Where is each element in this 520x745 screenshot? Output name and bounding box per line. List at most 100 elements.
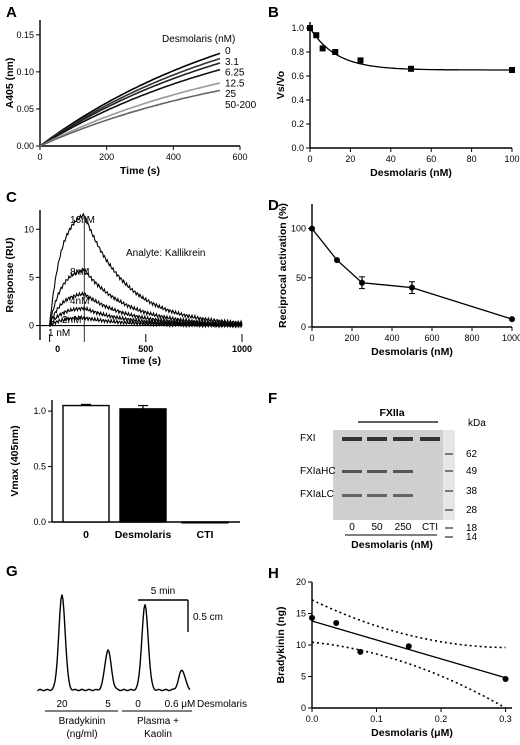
panel-g-group2-unit: Kaolin [144, 729, 172, 740]
panel-d-data-point [334, 257, 340, 264]
panel-g-peak-label: 0.6 μM [165, 699, 196, 710]
panel-f-band-light-chain [342, 494, 362, 497]
panel-h-y-tick-label: 20 [296, 577, 306, 587]
panel-b-x-tick-label: 100 [504, 154, 519, 164]
panel-f-kda-label: kDa [468, 418, 486, 429]
panel-h-data-point [333, 619, 340, 626]
panel-e-category-label: 0 [83, 529, 89, 541]
panel-f-marker-label: 28 [466, 505, 478, 516]
panel-a-chart: 0 200 400 600 0.00 0.05 0.10 0.15 Time (s) A405 (… [4, 20, 257, 177]
panel-c-series-label: 4nM [70, 296, 89, 307]
panel-b-x-tick-label: 80 [467, 154, 477, 164]
panel-e-bar [62, 404, 110, 523]
panel-a-y-tick-label: 0.10 [16, 67, 34, 77]
panel-h-x-axis-label: Desmolaris (μM) [371, 727, 453, 739]
panel-b-x-axis-label: Desmolaris (nM) [370, 167, 452, 179]
panel-f-marker-label: 14 [466, 532, 478, 543]
panel-c-series-label: 8nM [70, 267, 89, 278]
panel-b-y-tick-label: 0.0 [291, 143, 304, 153]
panel-g-group2-label: Plasma + [137, 716, 179, 727]
panel-f-band-label: FXIaHC [300, 466, 336, 477]
panel-a-x-tick-label: 400 [166, 152, 181, 162]
panel-b-data-point [319, 45, 326, 52]
panel-e-bar [119, 408, 167, 523]
panel-label-f: F [268, 390, 277, 407]
panel-b-x-tick-label: 60 [426, 154, 436, 164]
panel-label-c: C [6, 189, 17, 206]
panel-f-lane-label: 250 [395, 522, 412, 533]
panel-e-y-tick-label: 1.0 [33, 406, 46, 416]
panel-e-y-tick-label: 0.0 [33, 517, 46, 527]
panel-b-x-tick-label: 0 [307, 154, 312, 164]
panel-b-chart: 0 20 40 60 80 100 0.0 0.2 0.4 0.6 0.8 1.0 Desmolaris… [275, 22, 520, 179]
panel-a-y-tick-label: 0.05 [16, 104, 34, 114]
panel-g-scalebar-time-label: 5 min [151, 586, 175, 597]
panel-f-lane-label: CTI [422, 522, 438, 533]
panel-f-marker-label: 18 [466, 523, 478, 534]
panel-a-series-line [39, 68, 221, 147]
panel-a-legend-entry: 25 [225, 89, 237, 100]
panel-g-desmolaris-label: Desmolaris [197, 699, 247, 710]
panel-h-y-tick-label: 10 [296, 640, 306, 650]
panel-c-y-axis-label: Response (RU) [4, 237, 16, 312]
panel-h-x-tick-label: 0.2 [435, 714, 448, 724]
panel-c-sensorgram [49, 314, 243, 329]
panel-b-data-point [307, 25, 313, 31]
panel-h-ci-lower [311, 641, 506, 709]
panel-a-y-axis-label: A405 (nm) [4, 58, 16, 109]
panel-a-x-tick-label: 600 [232, 152, 247, 162]
panel-c-x-tick-label: 1000 [232, 344, 252, 354]
panel-c-chart: 0 5 10 0 500 1000 Time (s) Response (RU) Analyte… [4, 210, 252, 367]
panel-b-x-tick-label: 40 [386, 154, 396, 164]
panel-f-band-heavy-chain [342, 470, 362, 473]
panel-f-band-heavy-chain [367, 470, 387, 473]
panel-a-legend-entry: 0 [225, 46, 231, 57]
panel-label-e: E [6, 390, 16, 407]
panel-b-y-tick-label: 0.2 [291, 119, 304, 129]
panel-label-g: G [6, 563, 18, 580]
panel-e-chart: 0.0 0.5 1.0 Vmax (405nm) 0 Desmolaris CTI [9, 400, 240, 541]
panel-f-band-label: FXI [300, 433, 316, 444]
panel-e-y-tick-label: 0.5 [33, 462, 46, 472]
panel-f-band-light-chain [393, 494, 413, 497]
panel-c-y-tick-label: 0 [29, 321, 34, 331]
panel-f-band-fxi [393, 437, 413, 441]
panel-a-series-line [39, 82, 221, 147]
panel-a-y-tick-label: 0.00 [16, 141, 34, 151]
panel-h-data-point [309, 614, 315, 621]
panel-a-x-axis-label: Time (s) [120, 165, 160, 177]
panel-e-category-label: Desmolaris [115, 529, 172, 541]
panel-d-x-tick-label: 1000 [502, 333, 520, 343]
panel-h-ci-upper [311, 599, 506, 649]
panel-h-x-tick-label: 0.0 [306, 714, 319, 724]
panel-b-data-point [313, 32, 320, 39]
panel-h-x-tick-label: 0.3 [499, 714, 512, 724]
panel-d-data-point [409, 284, 415, 291]
panel-f-lane-label: 50 [371, 522, 383, 533]
panel-f-band-fxi [367, 437, 387, 441]
panel-d-data-point [509, 316, 515, 323]
panel-f-marker-label: 49 [466, 466, 478, 477]
panel-g-peak-label: 0 [135, 699, 141, 710]
panel-b-y-tick-label: 0.4 [291, 95, 304, 105]
panel-b-fit-curve [309, 27, 512, 71]
panel-a-legend-entry: 50-200 [225, 100, 257, 111]
panel-d-x-tick-label: 800 [464, 333, 479, 343]
panel-e-y-axis-label: Vmax (405nm) [9, 425, 21, 496]
panel-b-data-point [408, 65, 414, 72]
panel-c-x-tick-label: 500 [138, 344, 153, 354]
panel-a-x-tick-label: 0 [37, 152, 42, 162]
panel-h-data-point [405, 643, 412, 650]
panel-d-x-tick-label: 200 [344, 333, 359, 343]
panel-a-series-line [39, 62, 221, 147]
panel-b-x-tick-label: 20 [345, 154, 355, 164]
panel-d-x-tick-label: 600 [424, 333, 439, 343]
panel-h-chart: 0.0 0.1 0.2 0.3 0 5 10 15 20 Desmolaris (μM) Brady… [275, 577, 512, 739]
panel-a-legend-title: Desmolaris (nM) [162, 34, 235, 45]
panel-e-bar [181, 521, 229, 524]
panel-d-x-tick-label: 0 [309, 333, 314, 343]
panel-a-legend-entry: 12.5 [225, 78, 245, 89]
panel-g-group1-unit: (ng/ml) [66, 729, 97, 740]
panel-f-band-heavy-chain [393, 470, 413, 473]
